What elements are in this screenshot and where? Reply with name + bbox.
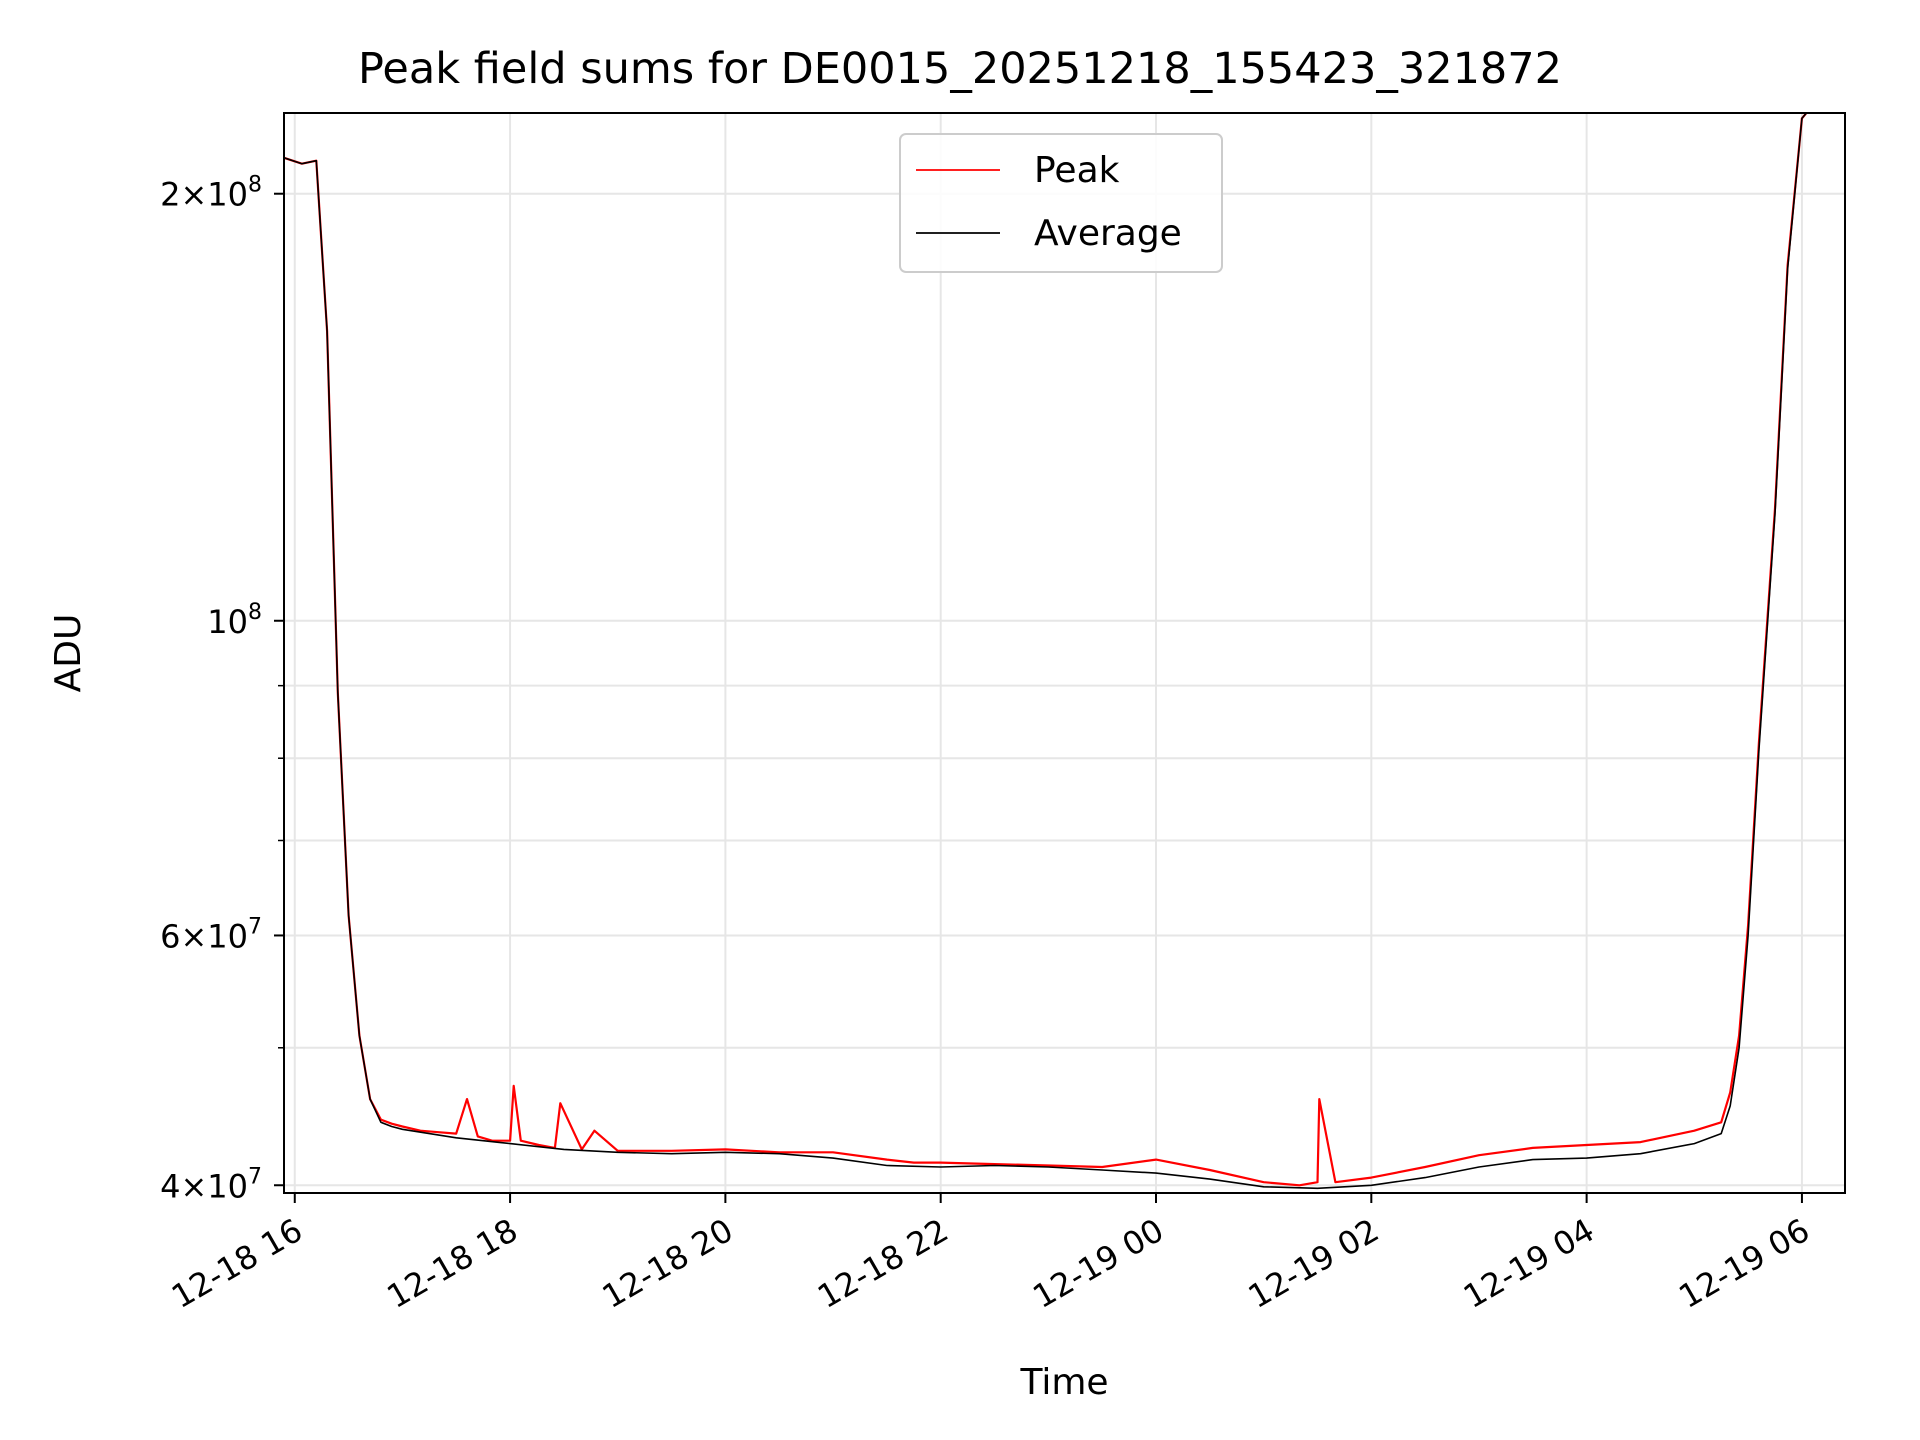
y-tick-label: 108	[207, 600, 262, 641]
x-axis-label: Time	[1019, 1362, 1108, 1403]
x-tick-label: 12-18 18	[380, 1211, 524, 1316]
y-tick-label: 6×107	[160, 914, 262, 955]
x-tick-label: 12-19 02	[1242, 1211, 1386, 1316]
x-tick-label: 12-19 06	[1672, 1211, 1816, 1316]
axes-frame	[283, 112, 1846, 1194]
legend: Peak Average	[899, 133, 1223, 273]
series-line-peak	[284, 113, 1808, 1187]
y-axis-label: ADU	[48, 614, 89, 693]
x-tick-label: 12-19 04	[1457, 1211, 1601, 1316]
legend-label: Peak	[1034, 150, 1120, 191]
y-tick-label: 4×107	[160, 1164, 262, 1205]
y-tick-label: 2×108	[160, 173, 262, 214]
y-axis: 4×107 6×107 108 2×108	[160, 173, 284, 1205]
legend-box	[899, 133, 1223, 273]
plot-area	[284, 113, 1808, 1190]
x-tick-label: 12-19 00	[1026, 1211, 1170, 1316]
x-tick-label: 12-18 16	[165, 1211, 309, 1316]
x-tick-label: 12-18 22	[811, 1211, 955, 1316]
chart-title: Peak field sums for DE0015_20251218_1554…	[358, 44, 1562, 94]
legend-label: Average	[1034, 213, 1182, 254]
x-axis: 12-18 16 12-18 18 12-18 20 12-18 22 12-19 00…	[165, 1193, 1816, 1316]
grid	[284, 113, 1845, 1193]
x-tick-label: 12-18 20	[596, 1211, 740, 1316]
series-line-average	[284, 113, 1808, 1190]
